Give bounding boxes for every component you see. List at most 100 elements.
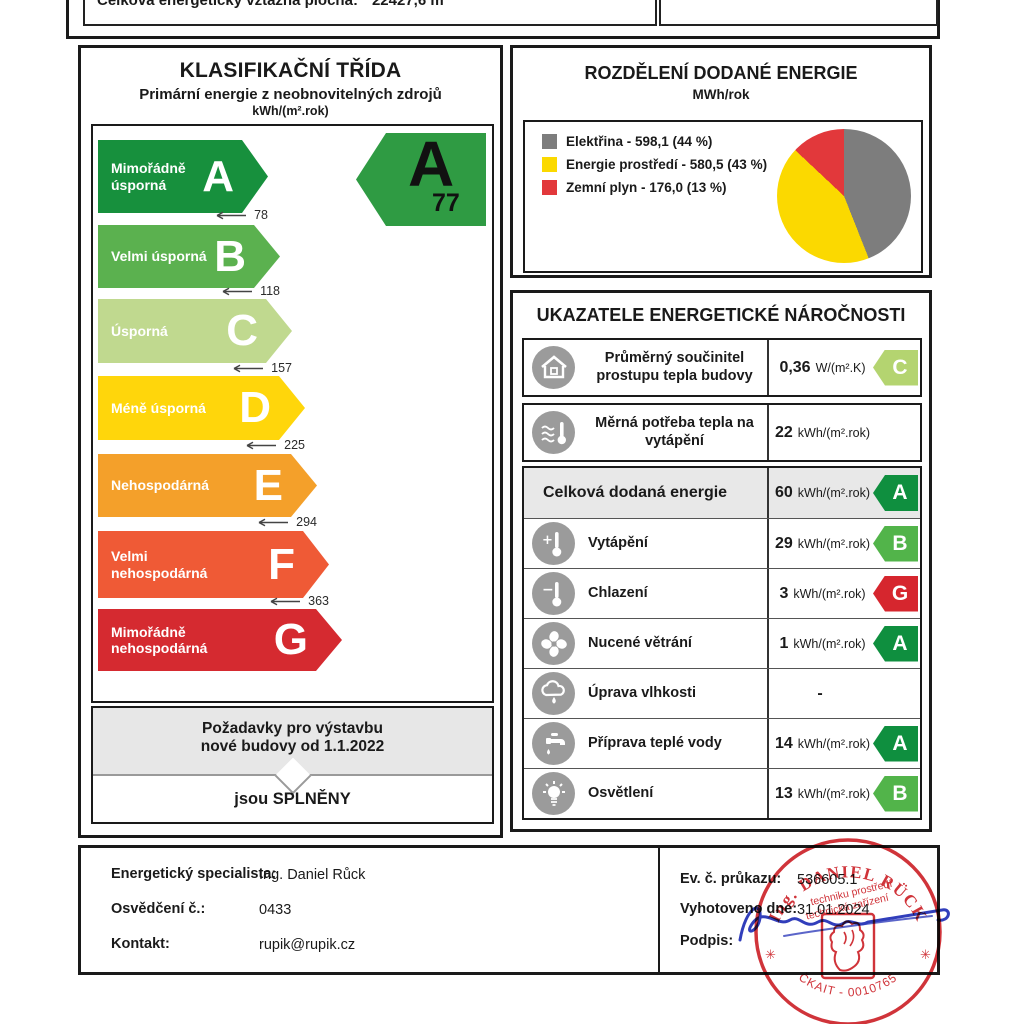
scale-row-d: Méně úsporná D <box>98 376 305 440</box>
indicator-unit: kWh/(m².rok) <box>797 425 870 440</box>
indicator-label: Celková dodaná energie <box>543 484 728 502</box>
classification-unit: kWh/(m².rok) <box>252 104 329 118</box>
indicator-value: 60 <box>774 484 793 501</box>
indicator-unit: kWh/(m².rok) <box>797 736 870 751</box>
humidity-icon <box>532 672 575 715</box>
scale-row-c: Úsporná C <box>98 299 292 363</box>
indicator-unit: kWh/(m².rok) <box>797 786 870 801</box>
left-arrow-icon <box>216 211 247 219</box>
indicator-unit: kWh/(m².rok) <box>793 636 866 651</box>
indicator-label: Úprava vlhkosti <box>588 684 696 701</box>
heat-demand-icon <box>532 411 575 454</box>
scale-label: Velmi nehospodárná <box>111 548 208 581</box>
legend-swatch-gas <box>542 180 557 195</box>
energy-distribution-panel: ROZDĚLENÍ DODANÉ ENERGIE MWh/rok Elektři… <box>510 45 932 278</box>
indicator-box-u-value: Průměrný součinitel prostupu tepla budov… <box>522 338 922 397</box>
scale-label: Méně úsporná <box>111 399 206 416</box>
class-badge: C <box>873 349 918 386</box>
cooling-icon: − <box>532 572 575 615</box>
indicators-title: UKAZATELE ENERGETICKÉ NÁROČNOSTI <box>536 305 906 325</box>
indicator-value: 0,36 <box>779 358 811 376</box>
indicator-label: Nucené větrání <box>588 634 692 651</box>
class-badge: A <box>873 625 918 662</box>
class-badge: B <box>873 775 918 812</box>
legend-label: Energie prostředí - 580,5 (43 %) <box>566 157 768 172</box>
legend-label: Elektřina - 598,1 (44 %) <box>566 134 713 149</box>
contact-value: rupik@rupik.cz <box>259 937 356 953</box>
footer-divider <box>658 848 660 972</box>
scale-row-b: Velmi úsporná B <box>98 225 280 288</box>
indicator-unit: kWh/(m².rok) <box>797 536 870 551</box>
indicator-label: Měrná potřeba tepla na vytápění <box>595 415 754 449</box>
indicator-label: Příprava teplé vody <box>588 734 722 751</box>
threshold-a: 78 <box>98 208 268 222</box>
round-stamp: Ing. DANIEL RÜCK ČKAIT - 0010765 technik… <box>754 838 942 1024</box>
indicator-unit: kWh/(m².rok) <box>793 586 866 601</box>
indicator-value: 14 <box>774 734 793 752</box>
indicator-box-heat-demand: Měrná potřeba tepla na vytápění 22 kWh/(… <box>522 403 922 462</box>
scale-label: Velmi úsporná <box>111 248 207 265</box>
new-building-requirements-box: Požadavky pro výstavbu nové budovy od 1.… <box>91 706 494 824</box>
legend-swatch-environment <box>542 157 557 172</box>
indicator-value: 29 <box>774 534 793 552</box>
footer-panel: Energetický specialista: Ing. Daniel Růc… <box>78 845 940 975</box>
scale-letter: F <box>268 539 295 589</box>
left-arrow-icon <box>246 441 277 449</box>
indicator-row-ventilation: Nucené větrání 1 kWh/(m².rok) A <box>524 618 920 668</box>
scale-letter: E <box>253 460 283 510</box>
left-arrow-icon <box>233 364 264 372</box>
ventilation-icon <box>532 622 575 665</box>
delivered-energy-box: Celková dodaná energie 60 kWh/(m².rok) A… <box>522 466 922 820</box>
issue-date-label: Vyhotoveno dne: <box>680 901 798 917</box>
indicator-row-hot-water: Příprava teplé vody 14 kWh/(m².rok) A <box>524 718 920 768</box>
scale-letter: D <box>239 383 271 432</box>
result-class-letter: A <box>408 128 455 200</box>
svg-text:−: − <box>542 582 554 598</box>
top-right-empty-box <box>659 0 938 26</box>
heating-icon: + <box>532 522 575 565</box>
indicator-row-lighting: Osvětlení 13 kWh/(m².rok) B <box>524 768 920 818</box>
scale-label: Nehospodárná <box>111 477 210 494</box>
indicator-row-heating: + Vytápění 29 kWh/(m².rok) B <box>524 518 920 568</box>
specialist-value: Ing. Daniel Růck <box>259 867 366 883</box>
result-class-arrow: A 77 <box>356 133 486 226</box>
indicator-label: Vytápění <box>588 534 648 551</box>
indicator-row-cooling: − Chlazení 3 kWh/(m².rok) G <box>524 568 920 618</box>
indicators-panel: UKAZATELE ENERGETICKÉ NÁROČNOSTI Průměrn… <box>510 290 932 832</box>
indicator-label: Osvětlení <box>588 784 654 801</box>
legend-item: Zemní plyn - 176,0 (13 %) <box>542 180 767 195</box>
left-arrow-icon <box>270 597 301 605</box>
certificate-number-label: Ev. č. průkazu: <box>680 871 782 887</box>
pie-legend: Elektřina - 598,1 (44 %) Energie prostře… <box>542 134 767 203</box>
scale-label: Úsporná <box>111 322 168 339</box>
scale-letter: A <box>202 151 234 201</box>
hot-water-icon <box>532 722 575 765</box>
legend-item: Elektřina - 598,1 (44 %) <box>542 134 767 149</box>
classification-scale: Mimořádně úsporná A 78 Velmi úsporná B 1… <box>91 124 494 703</box>
indicator-label: Chlazení <box>588 584 648 601</box>
reference-area-value: 22427,6 m² <box>371 0 449 9</box>
scale-letter: G <box>273 615 308 664</box>
indicator-unit: kWh/(m².rok) <box>797 486 870 500</box>
threshold-f: 363 <box>98 594 329 608</box>
classification-panel: KLASIFIKAČNÍ TŘÍDA Primární energie z ne… <box>78 45 503 838</box>
indicator-value: 13 <box>774 784 793 802</box>
indicator-value: - <box>817 684 823 702</box>
requirements-status: jsou SPLNĚNY <box>234 790 351 808</box>
house-icon <box>532 346 575 389</box>
reference-area-box <box>83 0 657 26</box>
indicator-label: Průměrný součinitel prostupu tepla budov… <box>596 350 753 384</box>
legend-label: Zemní plyn - 176,0 (13 %) <box>566 180 727 195</box>
indicator-row-humidity: Úprava vlhkosti - <box>524 668 920 718</box>
scale-row-e: Nehospodárná E <box>98 454 317 517</box>
legend-item: Energie prostředí - 580,5 (43 %) <box>542 157 767 172</box>
classification-title: KLASIFIKAČNÍ TŘÍDA <box>179 59 402 82</box>
threshold-e: 294 <box>98 515 317 529</box>
pie-chart-box: Elektřina - 598,1 (44 %) Energie prostře… <box>523 120 923 273</box>
scale-row-f: Velmi nehospodárná F <box>98 531 329 598</box>
specialist-label: Energetický specialista: <box>111 866 277 882</box>
previous-section-frame <box>66 0 940 39</box>
left-arrow-icon <box>258 518 289 526</box>
indicator-row-total: Celková dodaná energie 60 kWh/(m².rok) A <box>524 468 920 518</box>
